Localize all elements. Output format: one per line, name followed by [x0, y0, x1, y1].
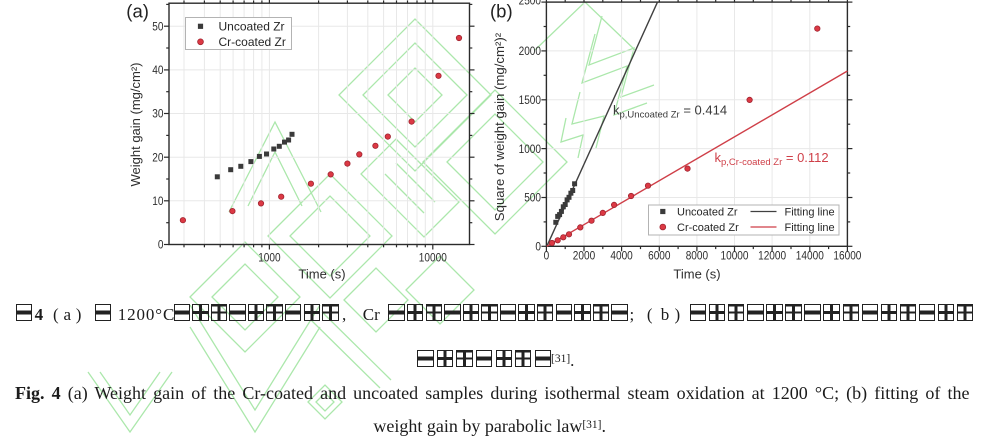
svg-text:kp,Uncoated Zr = 0.414: kp,Uncoated Zr = 0.414 [613, 103, 727, 121]
svg-text:4000: 4000 [610, 249, 633, 263]
svg-text:0: 0 [158, 238, 164, 252]
svg-text:0: 0 [535, 240, 541, 254]
svg-text:(a): (a) [126, 1, 149, 22]
svg-text:kp,Cr-coated Zr = 0.112: kp,Cr-coated Zr = 0.112 [715, 150, 829, 168]
svg-text:50: 50 [152, 19, 163, 33]
svg-text:(b): (b) [490, 1, 513, 22]
svg-text:500: 500 [524, 191, 541, 205]
svg-text:20: 20 [152, 150, 163, 164]
svg-text:2000: 2000 [573, 249, 596, 263]
svg-text:Uncoated Zr: Uncoated Zr [677, 207, 738, 219]
svg-text:2500: 2500 [519, 0, 542, 7]
svg-text:Weight gain (mg/cm²): Weight gain (mg/cm²) [128, 62, 143, 186]
svg-text:6000: 6000 [648, 249, 671, 263]
svg-text:1500: 1500 [519, 93, 542, 107]
svg-text:Time (s): Time (s) [298, 267, 345, 282]
svg-text:0: 0 [544, 249, 550, 263]
svg-text:10000: 10000 [721, 249, 749, 263]
svg-text:16000: 16000 [833, 249, 861, 263]
svg-text:1000: 1000 [258, 251, 281, 265]
svg-text:30: 30 [152, 107, 163, 121]
svg-text:Cr-coated Zr: Cr-coated Zr [219, 35, 286, 49]
svg-text:8000: 8000 [686, 249, 709, 263]
svg-text:12000: 12000 [758, 249, 786, 263]
svg-text:10000: 10000 [419, 251, 447, 265]
svg-text:Time (s): Time (s) [673, 267, 720, 282]
svg-text:Square of weight gain (mg/cm²): Square of weight gain (mg/cm²)² [492, 32, 507, 221]
svg-text:40: 40 [152, 63, 163, 77]
svg-text:Fitting line: Fitting line [785, 207, 835, 219]
svg-text:10: 10 [152, 194, 163, 208]
svg-text:Fitting line: Fitting line [785, 222, 835, 234]
svg-text:Cr-coated Zr: Cr-coated Zr [677, 222, 739, 234]
svg-text:Uncoated Zr: Uncoated Zr [219, 20, 285, 34]
svg-text:14000: 14000 [796, 249, 824, 263]
svg-text:1000: 1000 [519, 142, 542, 156]
svg-text:2000: 2000 [519, 44, 542, 58]
